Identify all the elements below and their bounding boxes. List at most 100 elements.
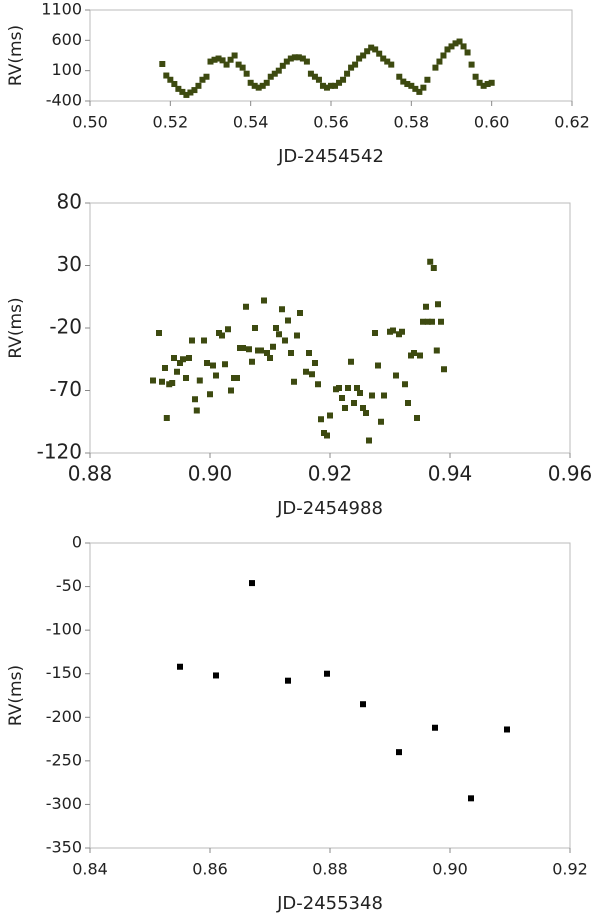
point (273, 325, 279, 331)
point (327, 412, 333, 419)
point (215, 55, 222, 62)
point (259, 82, 266, 89)
x-tick-label: 0.60 (474, 113, 510, 132)
point (360, 701, 366, 708)
point (402, 381, 408, 388)
point (285, 317, 291, 324)
point (179, 88, 186, 95)
point (360, 52, 367, 59)
point (299, 55, 306, 62)
point (213, 372, 219, 379)
point (222, 361, 228, 368)
plot-frame (89, 542, 571, 849)
point (416, 88, 423, 95)
point (252, 325, 258, 331)
point (249, 580, 255, 587)
point (372, 46, 379, 53)
point (464, 49, 471, 56)
point (187, 89, 194, 96)
point (247, 79, 254, 86)
point (196, 377, 203, 384)
point (258, 347, 264, 354)
x-tick-label: 0.54 (233, 113, 269, 132)
x-tick-label: 0.94 (428, 462, 473, 486)
point (435, 301, 441, 308)
point (488, 79, 495, 86)
point (192, 396, 198, 403)
x-tick-label: 0.96 (548, 462, 593, 486)
point (163, 415, 170, 421)
point (318, 416, 324, 423)
x-tick-label: 0.84 (72, 860, 108, 879)
point (324, 432, 330, 439)
point (243, 303, 249, 310)
point (344, 70, 351, 77)
point (381, 392, 387, 399)
point (207, 58, 214, 65)
point (275, 67, 282, 74)
point (279, 306, 285, 313)
point (369, 392, 375, 399)
x-tick-label: 0.92 (308, 462, 353, 486)
point (423, 303, 429, 310)
point (204, 360, 210, 366)
point (303, 368, 309, 375)
point (159, 378, 165, 385)
point (167, 76, 174, 83)
point (430, 265, 437, 271)
point (287, 55, 294, 62)
point (388, 61, 395, 68)
point (456, 38, 463, 45)
point (366, 437, 372, 444)
point (356, 55, 363, 62)
point (324, 670, 330, 677)
point (444, 46, 451, 53)
x-axis-title: JD-2454988 (276, 498, 383, 519)
point (207, 391, 213, 398)
point (332, 82, 339, 89)
point (235, 61, 242, 68)
point (276, 331, 282, 338)
point (175, 85, 182, 92)
x-tick-label: 0.86 (192, 860, 228, 879)
point (291, 54, 298, 61)
point (336, 79, 343, 86)
point (376, 50, 383, 57)
point (424, 318, 431, 325)
point (323, 84, 330, 91)
point (368, 44, 375, 51)
x-tick-label: 0.62 (554, 113, 590, 132)
point (312, 360, 318, 366)
point (354, 385, 360, 391)
point (345, 385, 351, 391)
point (270, 343, 276, 350)
point (436, 58, 443, 65)
point (210, 362, 216, 369)
point (328, 82, 334, 89)
point (180, 356, 186, 363)
y-tick-label: -200 (46, 707, 82, 726)
point (348, 358, 354, 365)
point (189, 337, 195, 344)
point (363, 410, 369, 416)
point (283, 58, 290, 65)
point (177, 360, 183, 366)
point (420, 318, 426, 325)
point (267, 73, 274, 80)
point (319, 82, 326, 89)
point (429, 318, 435, 325)
point (472, 73, 479, 80)
x-tick-label: 0.88 (68, 462, 113, 486)
point (315, 381, 321, 388)
point (159, 60, 166, 67)
point (231, 52, 238, 59)
y-tick-label: 80 (57, 190, 82, 214)
point (291, 378, 297, 385)
y-tick-label: -20 (49, 315, 82, 339)
point (227, 56, 234, 63)
point (476, 79, 483, 86)
point (297, 310, 303, 316)
point (195, 82, 202, 89)
point (396, 73, 403, 80)
x-tick-label: 0.56 (313, 113, 349, 132)
